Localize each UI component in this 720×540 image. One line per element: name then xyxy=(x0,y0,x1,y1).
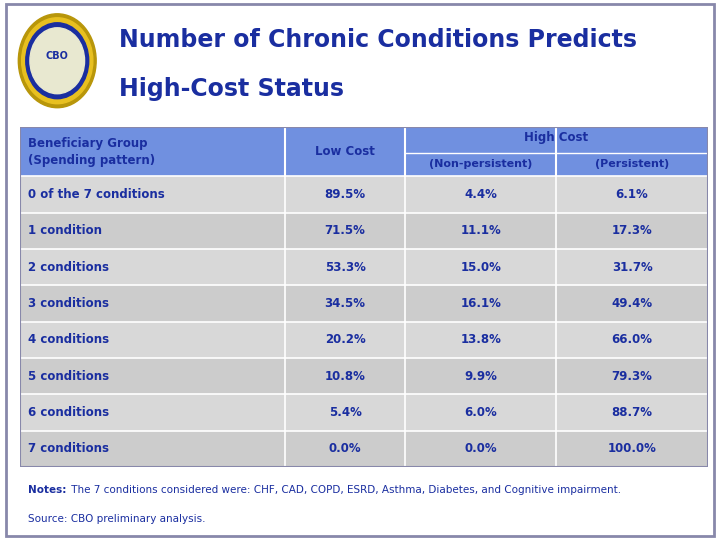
Text: 1 condition: 1 condition xyxy=(28,224,102,237)
Text: (Persistent): (Persistent) xyxy=(595,159,670,170)
Text: Source: CBO preliminary analysis.: Source: CBO preliminary analysis. xyxy=(28,514,206,524)
Text: High-Cost Status: High-Cost Status xyxy=(119,77,344,101)
Text: 9.9%: 9.9% xyxy=(464,370,498,383)
Text: The 7 conditions considered were: CHF, CAD, COPD, ESRD, Asthma, Diabetes, and Co: The 7 conditions considered were: CHF, C… xyxy=(68,485,621,495)
Text: 0 of the 7 conditions: 0 of the 7 conditions xyxy=(28,188,165,201)
Text: 0.0%: 0.0% xyxy=(329,442,361,455)
Text: (Non-persistent): (Non-persistent) xyxy=(429,159,533,170)
Text: Notes:: Notes: xyxy=(28,485,67,495)
Text: 71.5%: 71.5% xyxy=(325,224,366,237)
Bar xyxy=(20,322,708,358)
Text: 89.5%: 89.5% xyxy=(325,188,366,201)
Text: 13.8%: 13.8% xyxy=(460,333,501,346)
Bar xyxy=(20,127,708,176)
Text: Beneficiary Group
(Spending pattern): Beneficiary Group (Spending pattern) xyxy=(28,137,156,166)
Text: 7 conditions: 7 conditions xyxy=(28,442,109,455)
Text: 11.1%: 11.1% xyxy=(461,224,501,237)
Bar xyxy=(20,213,708,249)
Text: 79.3%: 79.3% xyxy=(612,370,652,383)
Circle shape xyxy=(26,23,89,99)
Text: 34.5%: 34.5% xyxy=(325,297,366,310)
Text: 49.4%: 49.4% xyxy=(611,297,653,310)
Text: 17.3%: 17.3% xyxy=(612,224,652,237)
Text: 31.7%: 31.7% xyxy=(612,261,652,274)
Text: 3 conditions: 3 conditions xyxy=(28,297,109,310)
Text: High Cost: High Cost xyxy=(524,131,588,144)
Text: 16.1%: 16.1% xyxy=(460,297,501,310)
Bar xyxy=(20,394,708,431)
Bar xyxy=(20,176,708,213)
Text: 10.8%: 10.8% xyxy=(325,370,366,383)
Bar xyxy=(20,249,708,285)
Text: 6.0%: 6.0% xyxy=(464,406,498,419)
Text: 5 conditions: 5 conditions xyxy=(28,370,109,383)
Text: 53.3%: 53.3% xyxy=(325,261,366,274)
Text: 5.4%: 5.4% xyxy=(328,406,361,419)
Text: Number of Chronic Conditions Predicts: Number of Chronic Conditions Predicts xyxy=(119,28,637,52)
Circle shape xyxy=(22,18,93,104)
Text: 0.0%: 0.0% xyxy=(464,442,498,455)
Text: 2 conditions: 2 conditions xyxy=(28,261,109,274)
Circle shape xyxy=(30,28,84,94)
Circle shape xyxy=(18,14,96,107)
Text: 100.0%: 100.0% xyxy=(608,442,657,455)
Bar xyxy=(20,431,708,467)
Text: 4 conditions: 4 conditions xyxy=(28,333,109,346)
Text: 15.0%: 15.0% xyxy=(460,261,501,274)
Text: 6 conditions: 6 conditions xyxy=(28,406,109,419)
Text: 6.1%: 6.1% xyxy=(616,188,649,201)
Text: 88.7%: 88.7% xyxy=(611,406,652,419)
Text: CBO: CBO xyxy=(46,51,68,61)
Text: 4.4%: 4.4% xyxy=(464,188,498,201)
Bar xyxy=(20,285,708,322)
Text: Low Cost: Low Cost xyxy=(315,145,375,158)
Text: 20.2%: 20.2% xyxy=(325,333,366,346)
Text: 66.0%: 66.0% xyxy=(611,333,652,346)
Bar xyxy=(20,358,708,394)
